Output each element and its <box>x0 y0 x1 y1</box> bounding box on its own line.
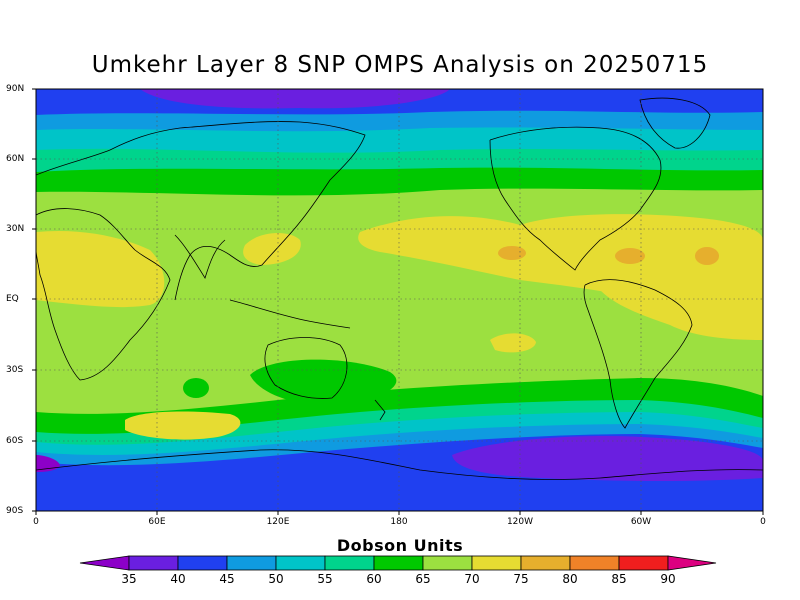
band-40-south <box>452 435 763 481</box>
colorbar-swatch-below-35 <box>79 555 130 571</box>
lon-label-0-left: 0 <box>33 517 39 527</box>
colorbar-swatch-60-65 <box>373 555 424 571</box>
coastline-antarctica <box>36 449 763 480</box>
lat-label-30s: 30S <box>6 365 24 375</box>
lon-label-120e: 120E <box>266 517 290 527</box>
colorbar-tick-label: 80 <box>562 572 578 586</box>
map-title: Umkehr Layer 8 SNP OMPS Analysis on 2025… <box>91 52 709 78</box>
band-75-pacific <box>358 214 763 330</box>
colorbar-tick-label: 70 <box>464 572 480 586</box>
colorbar-title: Dobson Units <box>336 536 464 555</box>
coastline-south-america <box>583 279 693 429</box>
colorbar-tick-label: 45 <box>219 572 235 586</box>
band-75-asia <box>243 233 301 265</box>
colorbar-swatch-55-60 <box>324 555 375 571</box>
lat-label-30n: 30N <box>6 224 25 234</box>
lon-label-120w: 120W <box>506 517 534 527</box>
coastlines <box>36 97 763 480</box>
lon-label-180: 180 <box>390 517 408 527</box>
band-80-spot-c <box>695 247 719 265</box>
coastline-eurasia <box>36 121 366 301</box>
band-65-spot <box>183 378 209 398</box>
band-80-spot-a <box>498 246 526 260</box>
colorbar-swatch-above-90 <box>667 555 717 571</box>
colorbar-swatch-45-50 <box>226 555 277 571</box>
coastline-africa <box>36 208 171 381</box>
band-75-southpacific <box>490 333 536 353</box>
colorbar-tick-label: 60 <box>366 572 382 586</box>
coastline-indonesia <box>229 299 351 329</box>
lat-label-eq: EQ <box>6 294 19 304</box>
band-40-north <box>140 89 450 109</box>
lat-label-90s: 90S <box>6 506 24 516</box>
coastline-australia <box>264 337 348 399</box>
ozone-field <box>36 89 763 511</box>
colorbar-swatch-40-45 <box>177 555 228 571</box>
coastline-newzealand <box>374 399 386 421</box>
coastline-greenland <box>639 97 711 149</box>
colorbar-swatch-80-85 <box>569 555 620 571</box>
lat-label-90n: 90N <box>6 84 25 94</box>
band-80-spot-b <box>615 248 645 264</box>
colorbar <box>79 555 717 571</box>
colorbar-tick-label: 65 <box>415 572 431 586</box>
colorbar-tick-label: 75 <box>513 572 529 586</box>
axis-ticks <box>32 88 764 515</box>
colorbar-tick-label: 90 <box>660 572 676 586</box>
lon-label-0-right: 0 <box>760 517 766 527</box>
colorbar-swatch-85-90 <box>618 555 669 571</box>
colorbar-tick-label: 55 <box>317 572 333 586</box>
band-75-southindian <box>125 411 241 440</box>
colorbar-swatch-75-80 <box>520 555 571 571</box>
coastline-india <box>174 234 226 279</box>
band-65-australia <box>250 359 397 406</box>
colorbar-tick-label: 40 <box>170 572 186 586</box>
colorbar-swatch-50-55 <box>275 555 326 571</box>
coastline-north-america <box>489 126 662 271</box>
band-75-africa <box>36 230 165 308</box>
lon-label-60w: 60W <box>630 517 652 527</box>
colorbar-swatch-35-40 <box>128 555 179 571</box>
colorbar-tick-label: 50 <box>268 572 284 586</box>
lat-label-60n: 60N <box>6 154 25 164</box>
graticule <box>36 89 763 511</box>
colorbar-tick-label: 35 <box>121 572 137 586</box>
colorbar-swatch-70-75 <box>471 555 522 571</box>
colorbar-tick-label: 85 <box>611 572 627 586</box>
colorbar-swatch-65-70 <box>422 555 473 571</box>
lon-label-60e: 60E <box>148 517 166 527</box>
lat-label-60s: 60S <box>6 436 24 446</box>
